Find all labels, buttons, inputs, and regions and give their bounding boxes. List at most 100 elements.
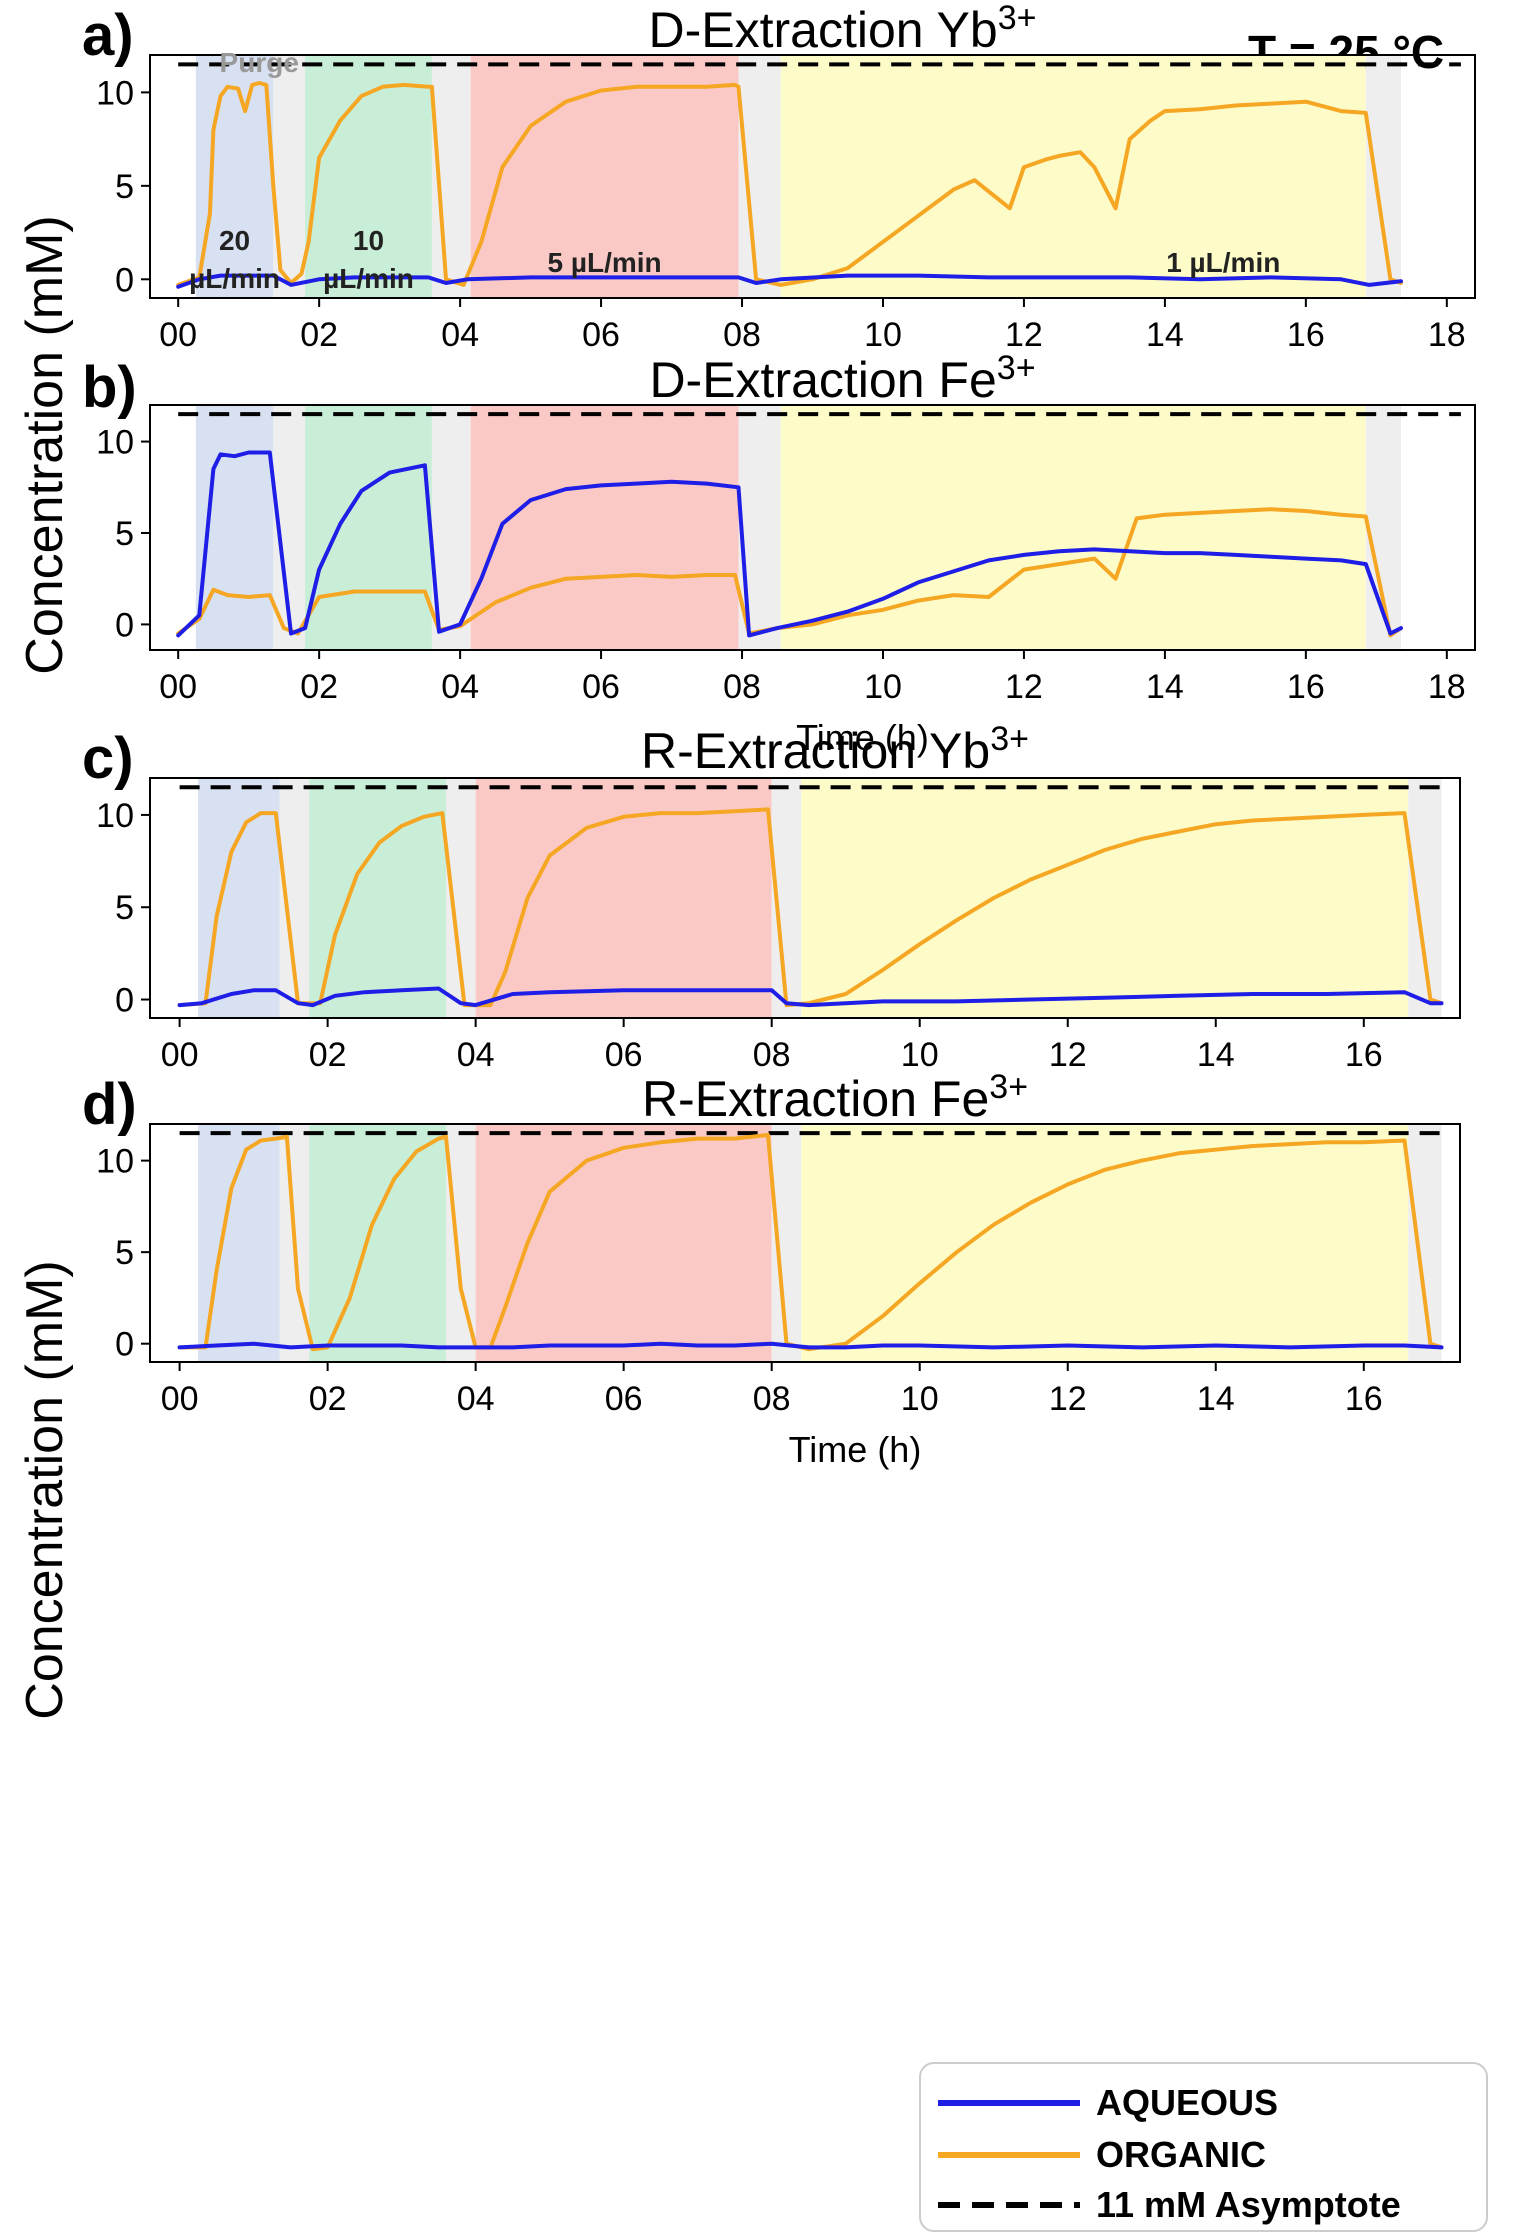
- x-tick-label: 08: [753, 1036, 791, 1074]
- x-tick-label: 16: [1287, 316, 1325, 354]
- region-region_20: [198, 778, 280, 1018]
- x-tick-label: 12: [1049, 1036, 1087, 1074]
- x-tick-label: 04: [457, 1036, 495, 1074]
- x-tick-label: 10: [864, 668, 902, 706]
- x-tick-label: 10: [864, 316, 902, 354]
- region-region_5: [475, 1124, 772, 1362]
- region-flow-label: µL/min: [323, 263, 414, 294]
- x-tick-label: 16: [1287, 668, 1325, 706]
- plot-frame: [149, 54, 1476, 299]
- x-tick-label: 12: [1049, 1380, 1087, 1418]
- region-purge: [1408, 778, 1442, 1018]
- panel-label: d): [82, 1072, 137, 1137]
- y-tick-label: 10: [96, 424, 134, 462]
- plot-frame: [149, 1123, 1461, 1363]
- region-region_1: [801, 778, 1409, 1018]
- panel-label: b): [82, 355, 137, 420]
- series-aqueous-line: [177, 1341, 1444, 1350]
- x-axis-label: Time (h): [796, 717, 929, 758]
- x-tick-label: 04: [457, 1380, 495, 1418]
- region-region_10: [309, 778, 447, 1018]
- x-tick-label: 06: [582, 668, 620, 706]
- panel-label: a): [82, 3, 134, 68]
- purge-label: Purge: [220, 47, 299, 78]
- x-tick-label: 02: [300, 316, 338, 354]
- region-region_10: [305, 405, 432, 650]
- series-aqueous-line: [176, 273, 1403, 289]
- region-flow-label: µL/min: [189, 263, 280, 294]
- x-tick-label: 08: [753, 1380, 791, 1418]
- x-tick-label: 14: [1146, 668, 1184, 706]
- y-tick-label: 0: [115, 261, 134, 299]
- y-axis-label-bottom: Concentration (mM): [16, 1260, 74, 1719]
- chart-title: R-Extraction Fe3+: [642, 1068, 1028, 1127]
- series-organic-line: [177, 1133, 1444, 1352]
- legend-organic-label: ORGANIC: [1096, 2134, 1266, 2175]
- y-tick-label: 0: [115, 982, 134, 1020]
- x-tick-label: 00: [159, 668, 197, 706]
- x-tick-label: 04: [441, 316, 479, 354]
- region-region_5: [470, 55, 739, 298]
- x-tick-label: 06: [605, 1380, 643, 1418]
- x-tick-label: 14: [1146, 316, 1184, 354]
- panel-label: c): [82, 726, 134, 791]
- x-tick-label: 10: [901, 1380, 939, 1418]
- plot-frame: [149, 404, 1476, 651]
- region-region_5: [475, 778, 772, 1018]
- region-region_10: [309, 1124, 447, 1362]
- y-tick-label: 10: [96, 74, 134, 112]
- x-axis-label: Time (h): [789, 1429, 922, 1470]
- panel-a: 00 02 04 06 08 10 12 14 16 18 0 5 10 a) D-Extraction Y…: [82, 0, 1476, 354]
- x-tick-label: 16: [1345, 1380, 1383, 1418]
- region-region_1: [780, 55, 1366, 298]
- x-tick-label: 02: [309, 1380, 347, 1418]
- x-tick-label: 08: [723, 316, 761, 354]
- chart-title: R-Extraction Yb3+: [641, 720, 1029, 779]
- y-tick-label: 5: [115, 515, 134, 553]
- x-tick-label: 02: [309, 1036, 347, 1074]
- y-axis-label-top: Concentration (mM): [16, 215, 74, 674]
- x-tick-label: 12: [1005, 668, 1043, 706]
- series-aqueous-line: [177, 986, 1444, 1008]
- y-tick-label: 0: [115, 606, 134, 644]
- x-tick-label: 06: [582, 316, 620, 354]
- y-tick-label: 10: [96, 797, 134, 835]
- x-tick-label: 06: [605, 1036, 643, 1074]
- region-flow-label: 5 µL/min: [548, 247, 662, 278]
- x-tick-label: 00: [161, 1380, 199, 1418]
- region-flow-label: 10: [353, 225, 384, 256]
- region-flow-label: 20: [219, 225, 250, 256]
- series-aqueous-line: [176, 450, 1403, 638]
- chart-title: D-Extraction Fe3+: [649, 349, 1035, 408]
- region-purge: [1365, 55, 1401, 298]
- y-tick-label: 5: [115, 889, 134, 927]
- legend-aqueous-label: AQUEOUS: [1096, 2082, 1278, 2123]
- x-tick-label: 18: [1428, 316, 1466, 354]
- x-tick-label: 16: [1345, 1036, 1383, 1074]
- plot-frame: [149, 777, 1461, 1019]
- x-tick-label: 08: [723, 668, 761, 706]
- y-tick-label: 10: [96, 1143, 134, 1181]
- region-region_10: [305, 55, 432, 298]
- x-tick-label: 14: [1197, 1036, 1235, 1074]
- x-tick-label: 14: [1197, 1380, 1235, 1418]
- legend: AQUEOUS ORGANIC 11 mM Asymptote: [919, 2062, 1488, 2232]
- panel-b: 00 02 04 06 08 10 12 14 16 18 0 5 10 b) D-Extraction F…: [82, 349, 1476, 758]
- x-tick-label: 10: [901, 1036, 939, 1074]
- panel-c: 00 02 04 06 08 10 12 14 16 0 5 10 c) R-Extraction Yb3…: [82, 720, 1461, 1074]
- legend-asymptote-label: 11 mM Asymptote: [1096, 2184, 1401, 2225]
- x-tick-label: 00: [159, 316, 197, 354]
- region-region_1: [801, 1124, 1409, 1362]
- panel-d: 00 02 04 06 08 10 12 14 16 0 5 10 d) R-Extraction Fe3…: [82, 1068, 1461, 1470]
- y-tick-label: 5: [115, 168, 134, 206]
- x-tick-label: 02: [300, 668, 338, 706]
- x-tick-label: 04: [441, 668, 479, 706]
- x-tick-label: 00: [161, 1036, 199, 1074]
- x-tick-label: 18: [1428, 668, 1466, 706]
- series-organic-line: [176, 81, 1403, 287]
- region-region_5: [470, 405, 739, 650]
- x-tick-label: 12: [1005, 316, 1043, 354]
- y-tick-label: 0: [115, 1326, 134, 1364]
